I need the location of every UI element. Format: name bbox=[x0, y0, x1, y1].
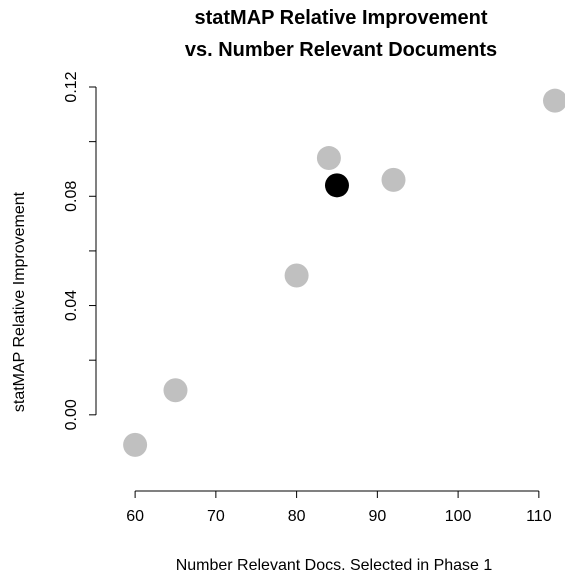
y-tick-label: 0.08 bbox=[63, 181, 80, 212]
y-axis: 0.00 0.04 0.08 0.12 bbox=[63, 71, 97, 430]
x-tick-label: 100 bbox=[445, 508, 472, 525]
x-tick-label: 110 bbox=[526, 508, 552, 525]
y-axis-label: statMAP Relative Improvement bbox=[11, 191, 28, 412]
x-axis-label: Number Relevant Docs. Selected in Phase … bbox=[176, 557, 493, 574]
chart-title-line-2: vs. Number Relevant Documents bbox=[185, 39, 497, 61]
data-point bbox=[543, 88, 565, 113]
data-point bbox=[163, 378, 188, 403]
y-tick-label: 0.12 bbox=[63, 71, 80, 102]
x-tick-label: 90 bbox=[368, 508, 386, 525]
data-point bbox=[123, 432, 148, 457]
x-axis: 60 70 80 90 100 110 bbox=[126, 490, 552, 525]
data-point bbox=[324, 173, 349, 198]
data-points bbox=[123, 88, 565, 457]
x-tick-label: 80 bbox=[288, 508, 306, 525]
data-point bbox=[316, 146, 341, 171]
y-tick-label: 0.00 bbox=[63, 399, 80, 430]
y-tick-label: 0.04 bbox=[63, 290, 80, 321]
data-point bbox=[381, 167, 406, 192]
data-point bbox=[284, 263, 309, 288]
x-tick-label: 70 bbox=[207, 508, 225, 525]
x-tick-label: 60 bbox=[126, 508, 144, 525]
chart-title-line-1: statMAP Relative Improvement bbox=[194, 7, 487, 29]
